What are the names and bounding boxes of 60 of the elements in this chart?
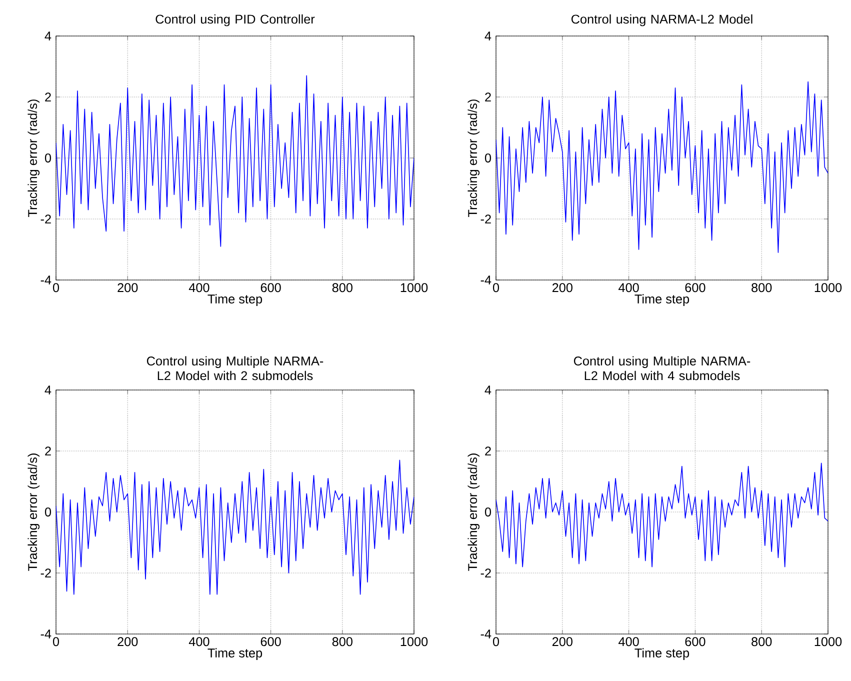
- y-tick-label: 2: [45, 92, 51, 102]
- y-tick-label: -4: [40, 276, 52, 284]
- x-tick-label: 400: [188, 283, 210, 292]
- line-series: [56, 460, 414, 595]
- y-axis-title: Tracking error (rad/s): [28, 454, 40, 571]
- y-tick-label: 4: [484, 32, 492, 40]
- x-tick-label: 400: [188, 637, 210, 646]
- x-tick-label: 1000: [814, 283, 842, 292]
- chart-title: Control using Multiple NARMA-L2 Model with 4 submodels: [574, 356, 750, 380]
- x-tick-label: 0: [492, 637, 500, 646]
- x-tick-label: 1000: [814, 637, 842, 646]
- y-tick-label: -4: [40, 630, 52, 638]
- x-axis-title: Time step: [634, 648, 690, 660]
- x-tick-label: 600: [685, 283, 706, 292]
- x-tick-label: 200: [552, 637, 572, 646]
- line-series: [496, 462, 828, 568]
- chart-title: Control using NARMA-L2 Model: [571, 14, 752, 26]
- x-tick-label: 0: [492, 283, 500, 292]
- x-tick-label: 1000: [400, 283, 428, 292]
- y-tick-label: 4: [44, 386, 52, 394]
- x-tick-label: 600: [260, 637, 281, 646]
- y-tick-label: 0: [484, 154, 492, 162]
- x-tick-label: 600: [685, 637, 706, 646]
- y-tick-label: 0: [44, 154, 52, 162]
- y-tick-label: -2: [40, 214, 51, 224]
- x-tick-label: 600: [260, 283, 281, 292]
- chart-title: Control using PID Controller: [156, 14, 315, 26]
- y-tick-label: 0: [484, 508, 492, 516]
- x-tick-label: 400: [618, 637, 639, 646]
- y-tick-label: -4: [480, 630, 492, 638]
- x-axis-title: Time step: [634, 294, 690, 306]
- x-tick-label: 200: [552, 283, 572, 292]
- x-tick-label: 400: [618, 283, 639, 292]
- x-tick-label: 0: [52, 283, 60, 292]
- y-tick-label: -2: [480, 214, 491, 224]
- y-tick-label: -4: [480, 276, 492, 284]
- x-tick-label: 800: [752, 283, 772, 292]
- y-tick-label: 4: [484, 386, 492, 394]
- x-tick-label: 200: [118, 637, 138, 646]
- y-tick-label: 2: [45, 446, 51, 456]
- x-tick-label: 800: [332, 637, 352, 646]
- line-series: [496, 81, 828, 253]
- x-tick-label: 800: [332, 283, 352, 292]
- x-tick-label: 1000: [400, 637, 428, 646]
- y-tick-label: 2: [485, 446, 491, 456]
- y-tick-label: -2: [40, 568, 51, 578]
- x-tick-label: 200: [118, 283, 138, 292]
- y-tick-label: -2: [480, 568, 491, 578]
- chart-title: Control using Multiple NARMA-L2 Model with 2 submodels: [146, 356, 324, 380]
- y-tick-label: 4: [44, 32, 52, 40]
- y-tick-label: 2: [485, 92, 491, 102]
- y-tick-label: 0: [44, 508, 52, 516]
- y-axis-title: Tracking error (rad/s): [468, 100, 480, 217]
- x-axis-title: Time step: [208, 648, 262, 660]
- y-axis-title: Tracking error (rad/s): [468, 454, 480, 571]
- x-tick-label: 800: [752, 637, 772, 646]
- x-tick-label: 0: [52, 637, 60, 646]
- x-axis-title: Time step: [208, 294, 262, 306]
- line-series: [56, 75, 414, 247]
- y-axis-title: Tracking error (rad/s): [28, 100, 40, 217]
